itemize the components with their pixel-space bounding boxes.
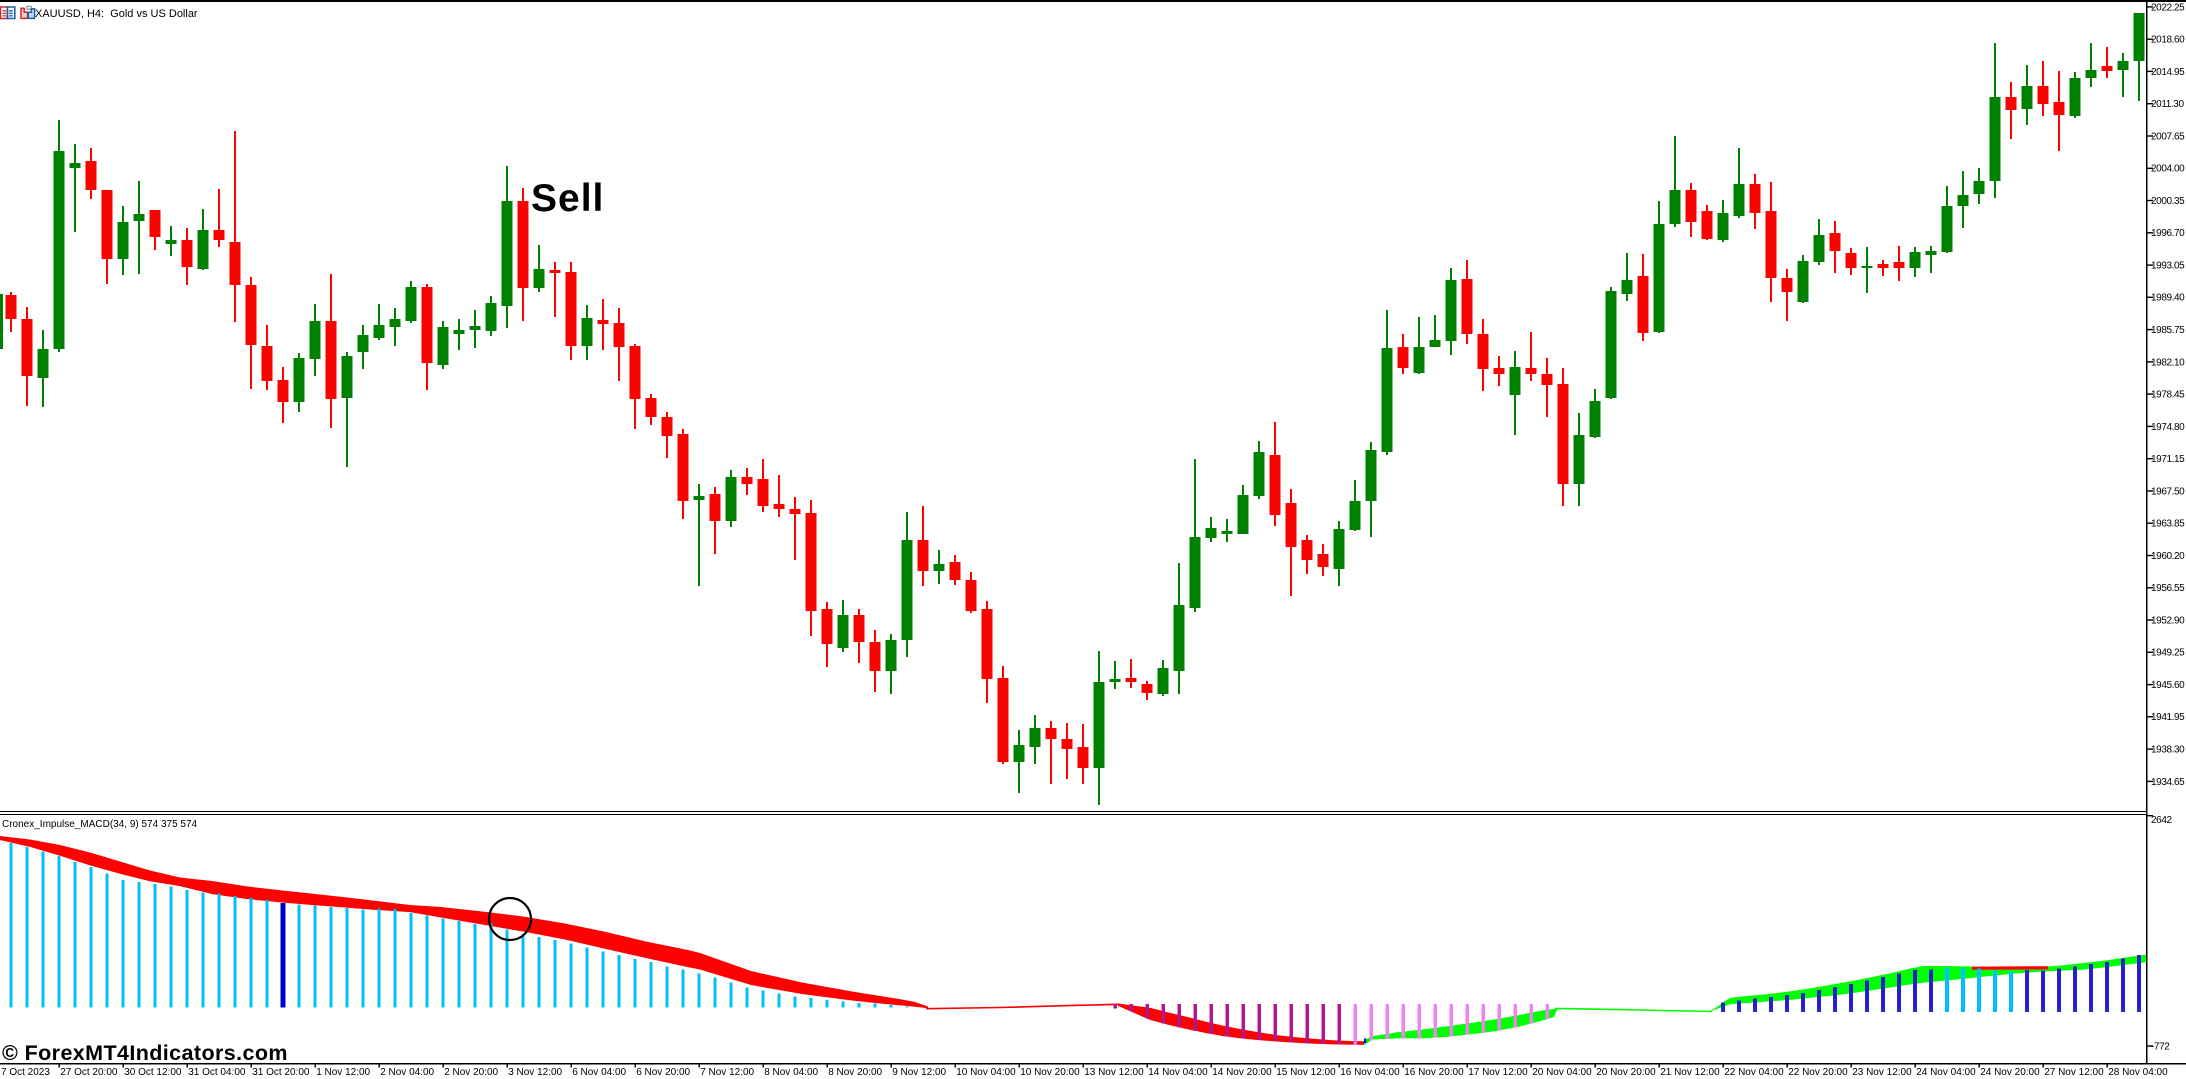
svg-text:2007.65: 2007.65 (2151, 131, 2185, 142)
svg-text:9 Nov 12:00: 9 Nov 12:00 (892, 1067, 946, 1078)
svg-text:1978.45: 1978.45 (2151, 390, 2185, 401)
svg-text:23 Nov 12:00: 23 Nov 12:00 (1852, 1067, 1912, 1078)
svg-text:1938.30: 1938.30 (2151, 745, 2185, 756)
svg-text:1971.15: 1971.15 (2151, 454, 2185, 465)
svg-text:20 Nov 20:00: 20 Nov 20:00 (1596, 1067, 1656, 1078)
svg-text:1 Nov 12:00: 1 Nov 12:00 (316, 1067, 370, 1078)
svg-text:1963.85: 1963.85 (2151, 519, 2185, 530)
svg-text:7 Nov 12:00: 7 Nov 12:00 (700, 1067, 754, 1078)
svg-text:2014.95: 2014.95 (2151, 67, 2185, 78)
svg-text:Sell: Sell (531, 177, 604, 220)
svg-text:1985.75: 1985.75 (2151, 325, 2185, 336)
svg-text:6 Nov 20:00: 6 Nov 20:00 (636, 1067, 690, 1078)
svg-text:8 Nov 04:00: 8 Nov 04:00 (764, 1067, 818, 1078)
svg-text:2 Nov 20:00: 2 Nov 20:00 (444, 1067, 498, 1078)
svg-text:1967.50: 1967.50 (2151, 486, 2185, 497)
svg-text:XAUUSD, H4: Gold vs US Dollar: XAUUSD, H4: Gold vs US Dollar (35, 8, 198, 20)
svg-text:31 Oct 20:00: 31 Oct 20:00 (252, 1067, 310, 1078)
svg-text:31 Oct 04:00: 31 Oct 04:00 (188, 1067, 246, 1078)
svg-text:16 Nov 04:00: 16 Nov 04:00 (1340, 1067, 1400, 1078)
svg-text:Cronex_Impulse_MACD(34, 9) 574: Cronex_Impulse_MACD(34, 9) 574 375 574 (2, 819, 198, 830)
svg-text:21 Nov 12:00: 21 Nov 12:00 (1660, 1067, 1720, 1078)
svg-text:1949.25: 1949.25 (2151, 648, 2185, 659)
svg-text:1945.60: 1945.60 (2151, 680, 2185, 691)
svg-text:30 Oct 12:00: 30 Oct 12:00 (124, 1067, 182, 1078)
svg-text:1952.90: 1952.90 (2151, 615, 2185, 626)
svg-text:10 Nov 20:00: 10 Nov 20:00 (1020, 1067, 1080, 1078)
svg-text:-772: -772 (2151, 1042, 2170, 1053)
svg-text:2000.35: 2000.35 (2151, 196, 2185, 207)
svg-text:24 Nov 04:00: 24 Nov 04:00 (1916, 1067, 1976, 1078)
svg-text:27 Nov 12:00: 27 Nov 12:00 (2044, 1067, 2104, 1078)
svg-text:1996.70: 1996.70 (2151, 228, 2185, 239)
svg-text:1989.40: 1989.40 (2151, 293, 2185, 304)
svg-text:3 Nov 12:00: 3 Nov 12:00 (508, 1067, 562, 1078)
svg-text:6 Nov 04:00: 6 Nov 04:00 (572, 1067, 626, 1078)
svg-text:14 Nov 04:00: 14 Nov 04:00 (1148, 1067, 1208, 1078)
svg-text:24 Nov 20:00: 24 Nov 20:00 (1980, 1067, 2040, 1078)
svg-text:10 Nov 04:00: 10 Nov 04:00 (956, 1067, 1016, 1078)
svg-text:28 Nov 04:00: 28 Nov 04:00 (2108, 1067, 2168, 1078)
svg-text:1956.55: 1956.55 (2151, 583, 2185, 594)
svg-text:1960.20: 1960.20 (2151, 551, 2185, 562)
svg-text:2642: 2642 (2151, 815, 2172, 826)
svg-text:1982.10: 1982.10 (2151, 357, 2185, 368)
svg-text:22 Nov 20:00: 22 Nov 20:00 (1788, 1067, 1848, 1078)
svg-text:20 Nov 04:00: 20 Nov 04:00 (1532, 1067, 1592, 1078)
svg-text:17 Nov 12:00: 17 Nov 12:00 (1468, 1067, 1528, 1078)
svg-text:1993.05: 1993.05 (2151, 261, 2185, 272)
svg-text:1974.80: 1974.80 (2151, 422, 2185, 433)
svg-text:1941.95: 1941.95 (2151, 712, 2185, 723)
svg-text:16 Nov 20:00: 16 Nov 20:00 (1404, 1067, 1464, 1078)
svg-text:13 Nov 12:00: 13 Nov 12:00 (1084, 1067, 1144, 1078)
svg-text:1934.65: 1934.65 (2151, 777, 2185, 788)
svg-text:7 Oct 2023: 7 Oct 2023 (1, 1067, 50, 1078)
svg-text:8 Nov 20:00: 8 Nov 20:00 (828, 1067, 882, 1078)
svg-text:2011.30: 2011.30 (2151, 99, 2184, 110)
svg-text:22 Nov 04:00: 22 Nov 04:00 (1724, 1067, 1784, 1078)
svg-text:2 Nov 04:00: 2 Nov 04:00 (380, 1067, 434, 1078)
svg-text:14 Nov 20:00: 14 Nov 20:00 (1212, 1067, 1272, 1078)
svg-text:© ForexMT4Indicators.com: © ForexMT4Indicators.com (2, 1041, 288, 1065)
svg-text:2018.60: 2018.60 (2151, 35, 2185, 46)
svg-text:2004.00: 2004.00 (2151, 164, 2185, 175)
svg-text:27 Oct 20:00: 27 Oct 20:00 (60, 1067, 118, 1078)
svg-text:15 Nov 12:00: 15 Nov 12:00 (1276, 1067, 1336, 1078)
svg-text:2022.25: 2022.25 (2151, 2, 2185, 13)
